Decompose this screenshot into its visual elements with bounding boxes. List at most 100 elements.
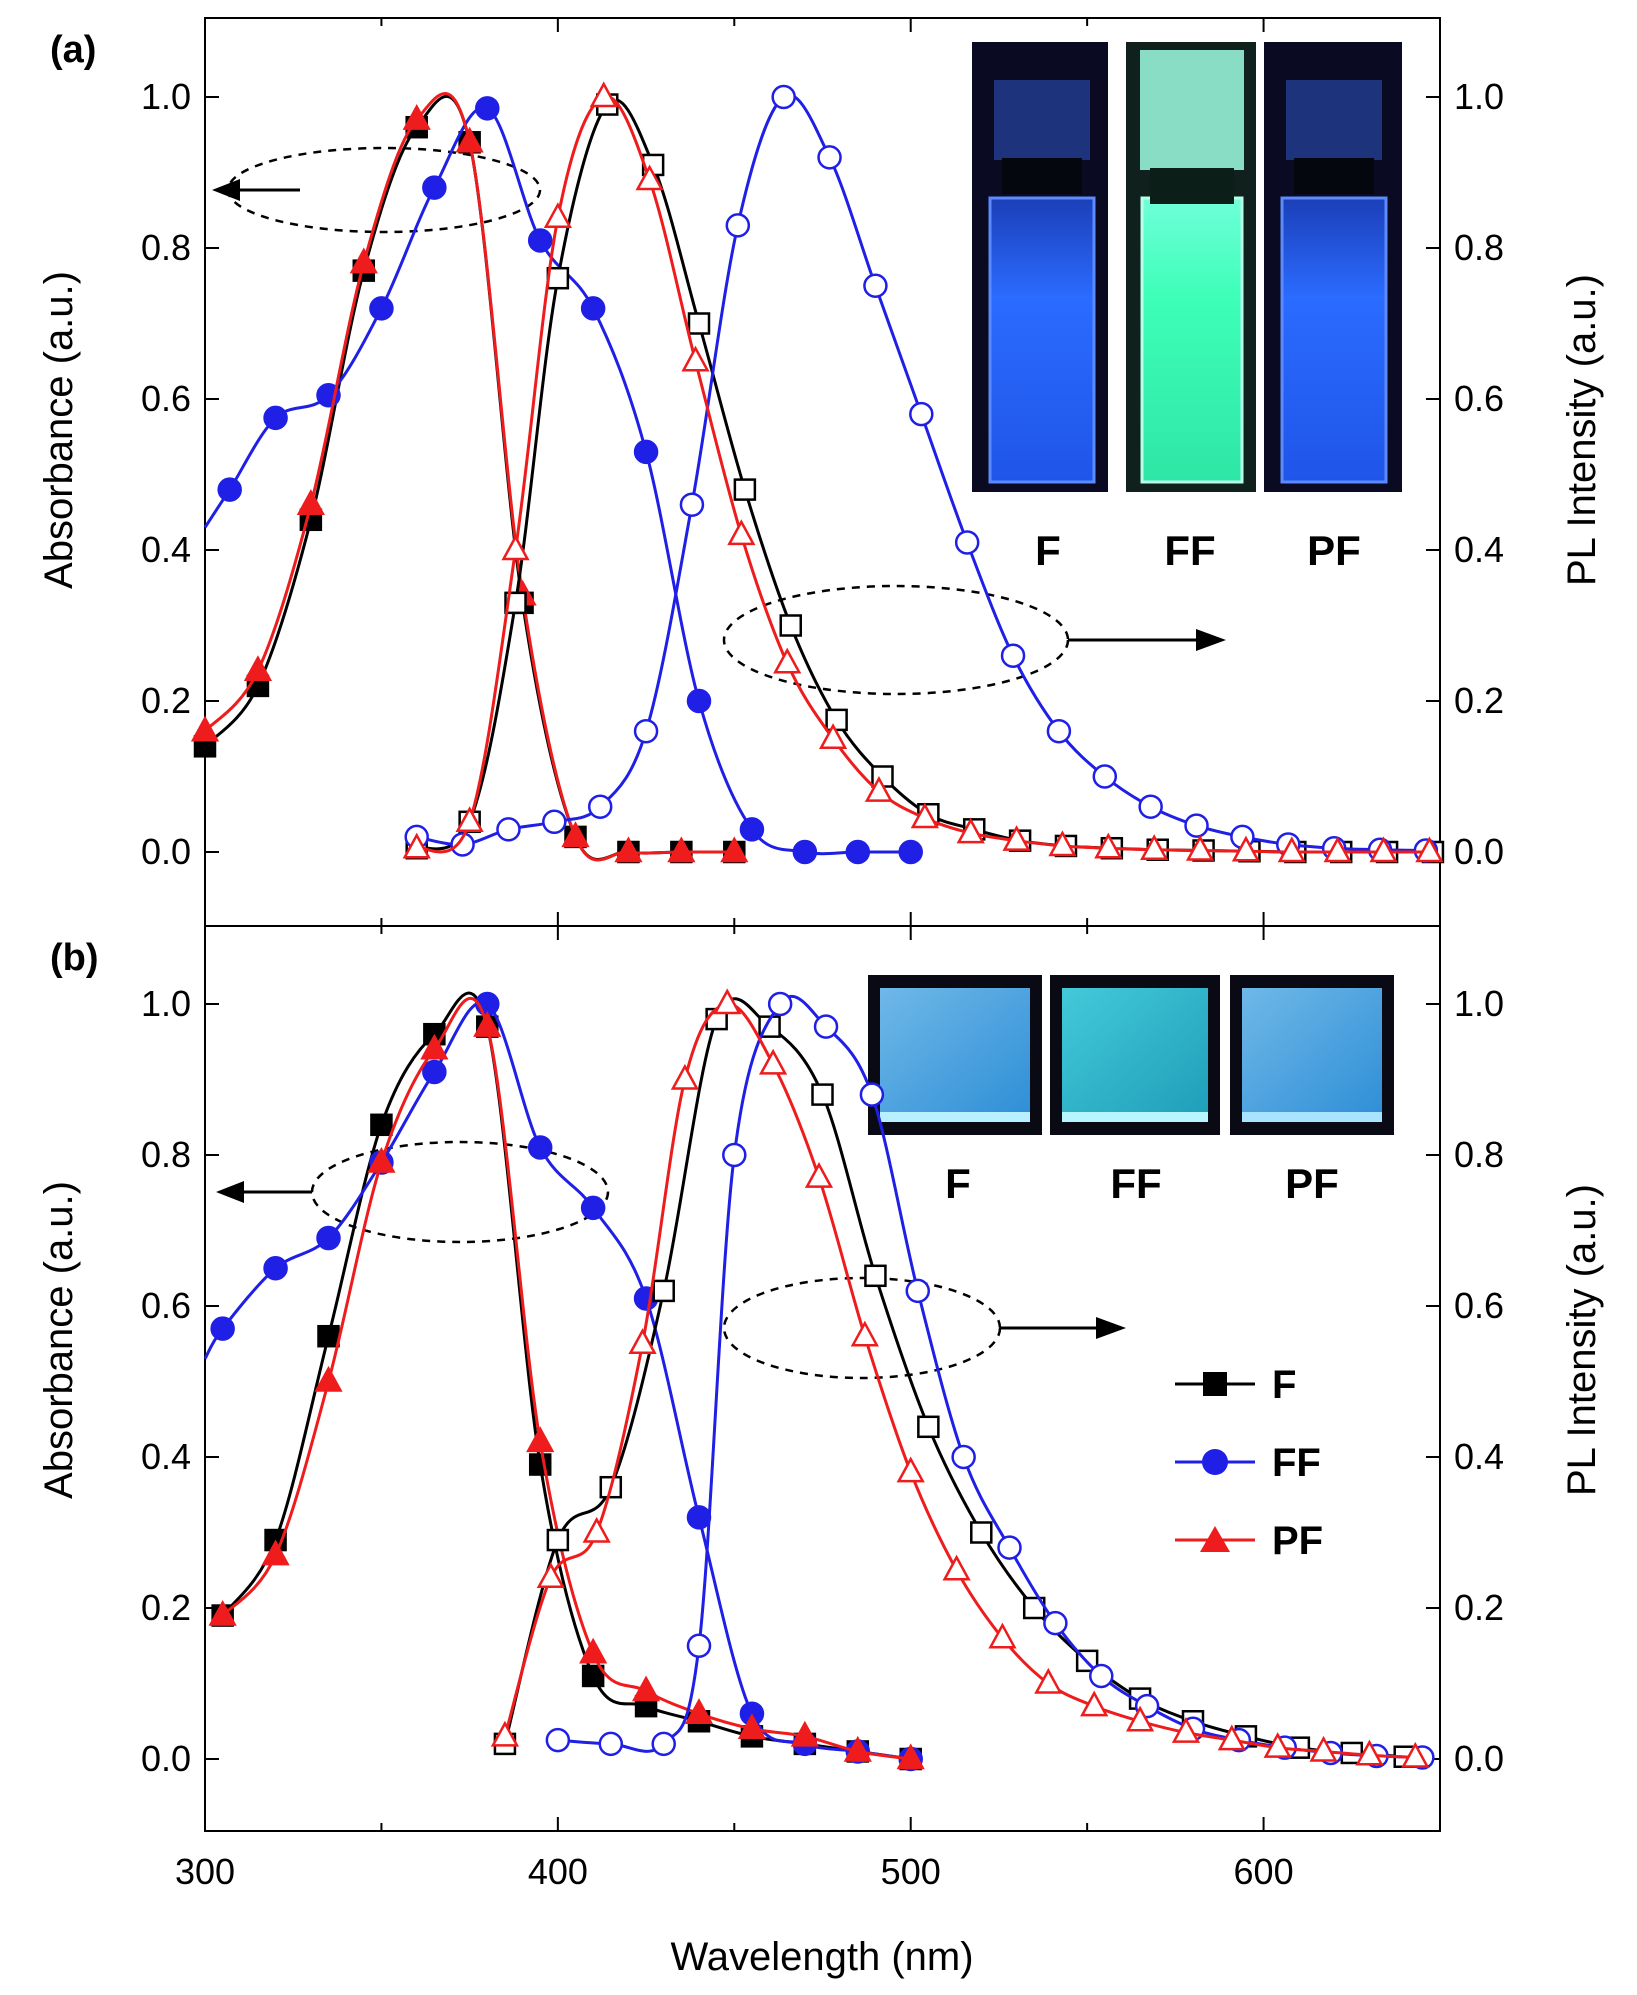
- xtick-label: 300: [175, 1851, 235, 1892]
- series-f-absorbance: [211, 991, 922, 1771]
- point-pf-pl: [1125, 1705, 1155, 1732]
- series-f-absorbance: [193, 94, 746, 864]
- line-pf-absorbance: [203, 92, 735, 862]
- point-pf-absorbance: [349, 247, 378, 274]
- point-ff-absorbance: [845, 839, 871, 865]
- point-pf-pl: [1369, 836, 1398, 863]
- inset-b-label-pf: PF: [1285, 1160, 1339, 1207]
- point-pf-absorbance: [896, 1743, 925, 1770]
- point-f-pl: [546, 1528, 570, 1552]
- point-pf-absorbance: [561, 821, 590, 848]
- ytick-label-left: 0.4: [141, 1436, 191, 1477]
- ytick-label-right: 0.0: [1454, 1738, 1504, 1779]
- panel-b-ylabel-left: Absorbance (a.u.): [37, 1181, 81, 1499]
- ytick-label-left: 0.6: [141, 378, 191, 419]
- panel-b-pl-arrow-head: [1096, 1317, 1126, 1339]
- point-ff-absorbance: [263, 405, 288, 431]
- point-f-pl: [970, 1521, 993, 1544]
- panel-a-label: (a): [50, 29, 96, 71]
- point-ff-pl: [1092, 764, 1118, 789]
- line-ff-pl: [416, 93, 1426, 852]
- point-ff-pl: [686, 1633, 712, 1658]
- ytick-label-left: 0.2: [141, 680, 191, 721]
- panel-a-abs-arrow-head: [212, 179, 240, 201]
- point-pf-absorbance: [420, 1033, 449, 1060]
- x-axis-ticks: 300 400 500 600: [175, 1851, 1294, 1892]
- point-ff-pl: [905, 1278, 931, 1304]
- point-ff-pl: [587, 794, 613, 819]
- point-pf-absorbance: [720, 836, 749, 863]
- point-ff-absorbance: [217, 477, 242, 502]
- point-pf-pl: [850, 1320, 879, 1347]
- point-pf-pl: [628, 1328, 657, 1354]
- point-pf-pl: [773, 647, 802, 674]
- point-f-pl: [733, 478, 757, 501]
- point-pf-absorbance: [614, 836, 643, 863]
- inset-b-label-ff: FF: [1110, 1160, 1161, 1207]
- point-pf-pl: [1002, 825, 1031, 851]
- panel-a-pl-arrow-head: [1196, 629, 1226, 651]
- panel-a-ylabel-right: PL Intensity (a.u.): [1560, 274, 1604, 586]
- point-ff-pl: [954, 530, 980, 555]
- panel-a-pl-ellipse: [722, 584, 1070, 696]
- panel-b-series: [203, 988, 1435, 1772]
- point-f-absorbance: [581, 1664, 605, 1688]
- point-pf-pl: [1171, 1716, 1201, 1743]
- ytick-label-right: 1.0: [1454, 76, 1504, 117]
- panel-b-inset-photos: F FF PF: [868, 975, 1394, 1207]
- point-ff-pl: [496, 817, 521, 842]
- panel-a-inset-photos: F FF PF: [972, 42, 1402, 574]
- point-pf-absorbance: [455, 126, 484, 153]
- point-pf-pl: [804, 1162, 834, 1188]
- point-pf-absorbance: [473, 1011, 502, 1037]
- point-f-pl: [779, 614, 802, 637]
- xtick-label: 600: [1234, 1851, 1294, 1892]
- point-pf-pl: [956, 817, 985, 844]
- point-ff-pl: [1000, 643, 1026, 668]
- point-pf-pl: [1048, 830, 1077, 857]
- point-ff-absorbance: [475, 96, 500, 121]
- point-ff-pl: [1138, 794, 1163, 819]
- inset-b-label-f: F: [945, 1160, 971, 1207]
- ytick-label-left: 0.0: [141, 831, 191, 872]
- panel-b: 0.0 0.0 0.2 0.2 0.4 0.4 0.6 0.6 0.8 0.8 1.0 1.0 (b)…: [37, 925, 1604, 1832]
- point-ff-absorbance: [898, 839, 923, 865]
- line-f-pl: [503, 997, 1405, 1759]
- point-pf-pl: [1277, 836, 1306, 863]
- point-ff-pl: [1184, 813, 1209, 838]
- point-ff-absorbance: [633, 439, 659, 465]
- point-ff-absorbance: [422, 1059, 447, 1085]
- point-pf-pl: [1355, 1739, 1384, 1766]
- point-ff-pl: [859, 1082, 885, 1107]
- point-pf-pl: [1217, 1724, 1246, 1751]
- legend: F FF PF: [1175, 1363, 1323, 1563]
- ytick-label-left: 0.6: [141, 1285, 191, 1326]
- x-axis-label: Wavelength (nm): [670, 1935, 973, 1979]
- point-pf-pl: [1185, 834, 1215, 861]
- point-pf-absorbance: [296, 489, 325, 515]
- point-ff-pl: [679, 492, 705, 517]
- series-pf-pl: [490, 988, 1430, 1768]
- point-pf-pl: [1309, 1735, 1338, 1762]
- panel-b-frame: [204, 925, 1441, 1832]
- point-pf-pl: [942, 1554, 971, 1581]
- point-ff-pl: [1046, 718, 1072, 744]
- point-ff-pl: [598, 1731, 624, 1757]
- point-pf-absorbance: [843, 1735, 872, 1762]
- point-ff-absorbance: [316, 1225, 341, 1251]
- series-pf-absorbance: [208, 996, 925, 1770]
- point-ff-pl: [909, 401, 934, 427]
- point-ff-absorbance: [263, 1256, 288, 1281]
- point-pf-pl: [896, 1456, 925, 1483]
- point-f-pl: [811, 1083, 834, 1106]
- ytick-label-right: 0.8: [1454, 227, 1504, 268]
- point-pf-pl: [670, 1063, 699, 1090]
- point-f-pl: [864, 1264, 887, 1288]
- panel-a: 0.0 0.0 0.2 0.2 0.4 0.4 0.6 0.6 0.8 0.8 1.0 1.0 (a)…: [37, 17, 1604, 927]
- point-pf-pl: [818, 723, 848, 749]
- point-pf-pl: [501, 534, 530, 561]
- point-pf-pl: [758, 1048, 788, 1075]
- point-pf-pl: [910, 802, 939, 829]
- inset-a-label-ff: FF: [1164, 527, 1215, 574]
